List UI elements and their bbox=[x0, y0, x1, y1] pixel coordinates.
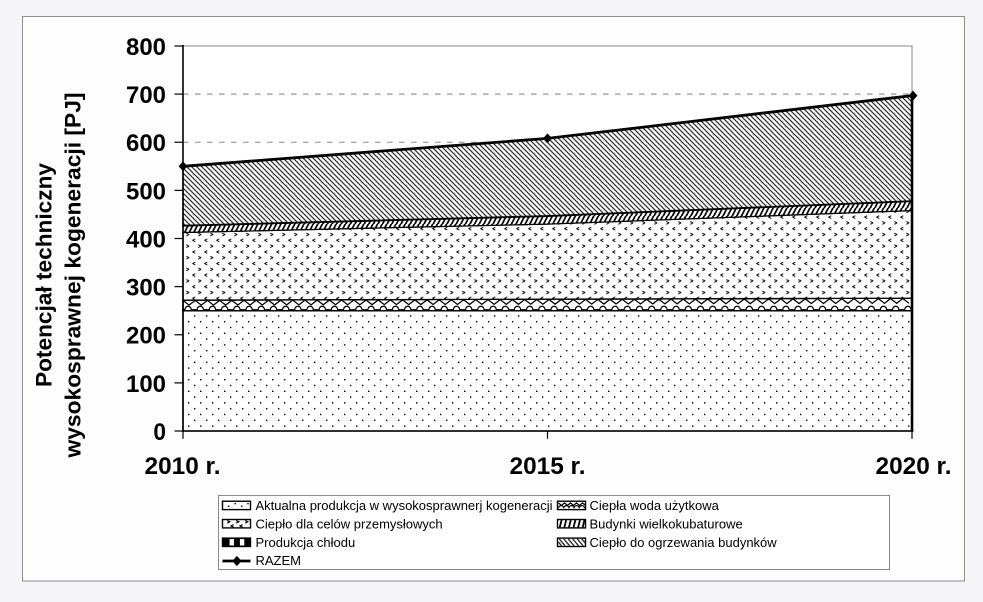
svg-text:Budynki wielkokubaturowe: Budynki wielkokubaturowe bbox=[590, 516, 743, 531]
svg-text:500: 500 bbox=[126, 178, 166, 205]
svg-text:2015 r.: 2015 r. bbox=[510, 453, 586, 480]
svg-text:2020 r.: 2020 r. bbox=[876, 453, 952, 480]
svg-text:Ciepła woda użytkowa: Ciepła woda użytkowa bbox=[590, 498, 720, 513]
svg-text:Aktualna produkcja w wysokospr: Aktualna produkcja w wysokosprawnerj kog… bbox=[256, 498, 553, 513]
svg-text:0: 0 bbox=[153, 419, 166, 446]
svg-text:200: 200 bbox=[126, 323, 166, 350]
svg-text:700: 700 bbox=[126, 82, 166, 109]
svg-text:600: 600 bbox=[126, 130, 166, 157]
svg-text:300: 300 bbox=[126, 274, 166, 301]
svg-text:Ciepło do ogrzewania budynków: Ciepło do ogrzewania budynków bbox=[590, 535, 778, 550]
svg-text:800: 800 bbox=[126, 34, 166, 61]
svg-text:Produkcja chłodu: Produkcja chłodu bbox=[256, 535, 356, 550]
svg-text:2010 r.: 2010 r. bbox=[145, 453, 221, 480]
svg-text:Ciepło dla celów przemysłowych: Ciepło dla celów przemysłowych bbox=[256, 516, 443, 531]
svg-text:400: 400 bbox=[126, 226, 166, 253]
svg-text:RAZEM: RAZEM bbox=[256, 553, 302, 568]
svg-text:100: 100 bbox=[126, 371, 166, 398]
svg-text:wysokosprawnej kogeneracji [PJ: wysokosprawnej kogeneracji [PJ] bbox=[61, 92, 86, 458]
svg-text:Potencjał techniczny: Potencjał techniczny bbox=[32, 162, 57, 387]
